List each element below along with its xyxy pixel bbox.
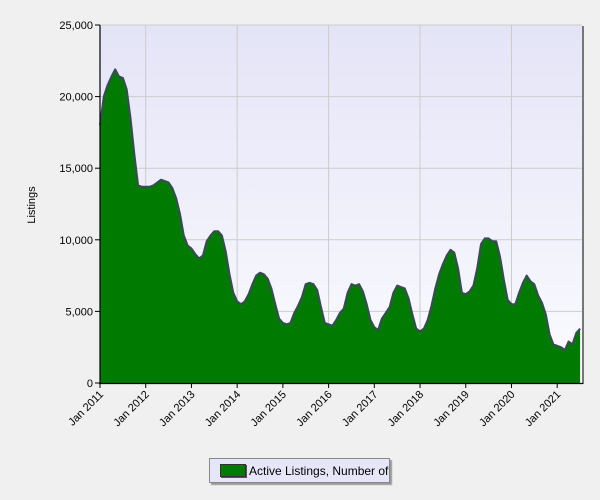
x-tick-label: Jan 2017 (340, 389, 380, 429)
x-tick-label: Jan 2015 (249, 389, 289, 429)
series-area (99, 68, 581, 384)
area-fill (100, 69, 581, 384)
x-tick-label: Jan 2013 (157, 389, 197, 429)
x-axis-ticks: Jan 2011 Jan 2012 Jan 2013 Jan 2014 Jan 2015… (66, 383, 563, 429)
legend-label: Active Listings, Number of (249, 463, 389, 478)
x-tick-label: Jan 2011 (66, 389, 106, 429)
x-tick-label: Jan 2019 (431, 389, 471, 429)
x-tick-label: Jan 2012 (111, 389, 151, 429)
y-axis-label: Listings (26, 186, 38, 224)
x-tick-label: Jan 2016 (294, 389, 334, 429)
legend-swatch (220, 464, 246, 477)
y-axis-ticks: 0 5,000 10,000 15,000 20,000 25,000 (59, 20, 100, 390)
legend: Active Listings, Number of (209, 458, 390, 483)
x-tick-label: Jan 2021 (523, 389, 563, 429)
area-outline (99, 68, 581, 352)
x-tick-label: Jan 2020 (477, 389, 517, 429)
y-tick-label: 20,000 (59, 92, 93, 104)
x-tick-label: Jan 2014 (203, 389, 243, 429)
y-tick-label: 5,000 (65, 306, 93, 318)
x-tick-label: Jan 2018 (386, 389, 426, 429)
y-tick-label: 10,000 (59, 235, 93, 247)
y-tick-label: 0 (87, 378, 93, 390)
y-tick-label: 15,000 (59, 163, 93, 175)
y-tick-label: 25,000 (59, 20, 93, 32)
